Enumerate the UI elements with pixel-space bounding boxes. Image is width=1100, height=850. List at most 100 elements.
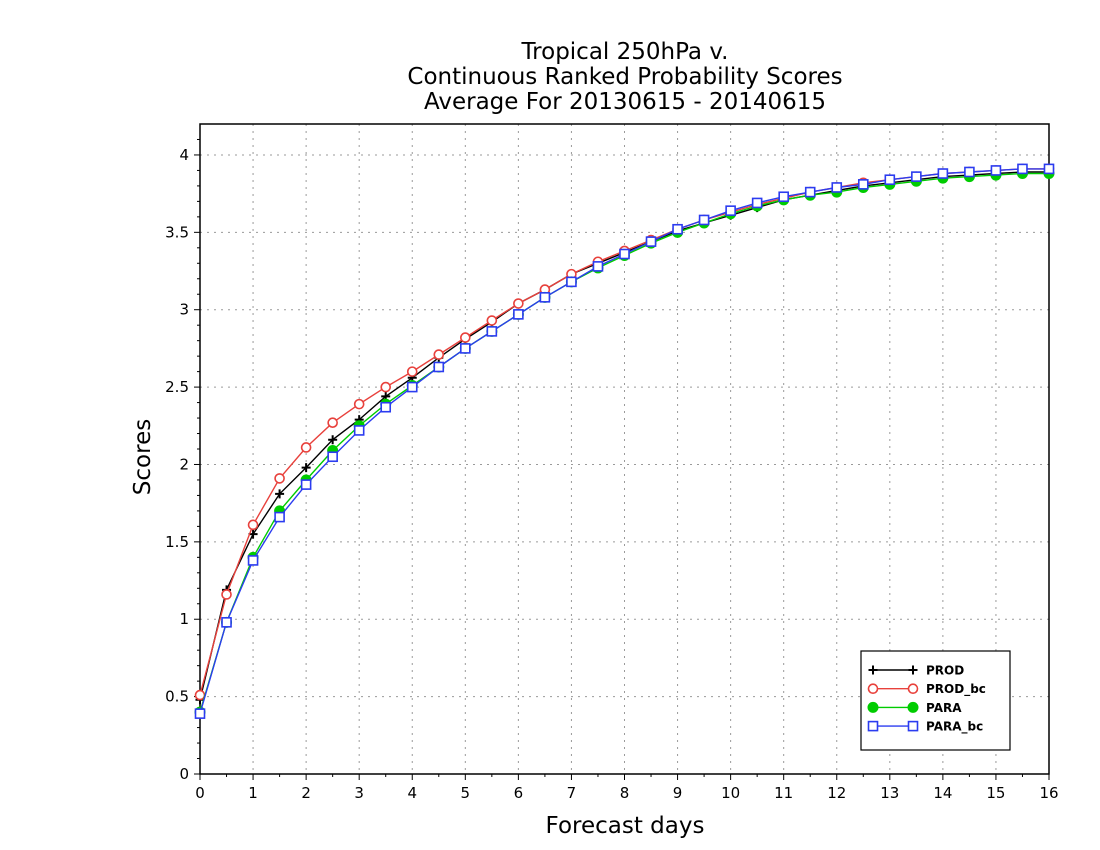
x-tick-label: 10 <box>721 784 740 802</box>
data-point <box>513 309 524 320</box>
legend-marker <box>867 720 879 732</box>
legend-entry-prod-bc: PROD_bc <box>867 682 986 697</box>
data-point <box>274 473 285 484</box>
data-point <box>433 361 445 373</box>
data-point <box>990 165 1002 176</box>
legend-marker <box>867 683 879 695</box>
y-tick-label: 0.5 <box>165 688 189 706</box>
legend-marker <box>907 683 919 695</box>
chart-title-line-2: Continuous Ranked Probability Scores <box>407 64 842 90</box>
data-point <box>328 435 338 445</box>
x-axis-label: Forecast days <box>546 813 705 839</box>
x-tick-label: 4 <box>407 784 417 802</box>
data-point <box>301 463 311 473</box>
data-point <box>964 166 975 178</box>
x-tick-label: 15 <box>986 784 1005 802</box>
data-point <box>275 489 285 499</box>
data-point <box>274 511 285 523</box>
data-point <box>804 186 816 198</box>
data-point <box>831 182 843 193</box>
legend-label: PROD <box>926 664 964 678</box>
data-point <box>672 223 683 235</box>
y-tick-label: 2 <box>179 455 189 473</box>
data-point <box>460 332 471 343</box>
legend-marker <box>868 665 878 675</box>
data-point <box>1017 163 1028 175</box>
grid-lines <box>200 124 1049 774</box>
data-point <box>619 248 630 260</box>
y-tick-label: 1.5 <box>165 533 189 551</box>
data-point <box>300 479 312 490</box>
data-point <box>327 417 338 428</box>
x-tick-label: 8 <box>620 784 630 802</box>
legend-marker <box>908 665 918 675</box>
data-point <box>194 708 206 719</box>
legend-marker <box>907 720 919 732</box>
data-point <box>645 236 657 247</box>
x-tick-label: 0 <box>195 784 205 802</box>
x-tick-label: 16 <box>1039 784 1058 802</box>
x-tick-label: 1 <box>248 784 258 802</box>
data-point <box>592 261 604 272</box>
legend-box <box>860 650 1011 751</box>
data-point <box>247 555 259 566</box>
data-point <box>566 276 577 288</box>
y-tick-label: 3.5 <box>165 223 189 241</box>
legend-marker <box>867 701 879 713</box>
y-tick-label: 2.5 <box>165 378 189 396</box>
y-tick-label: 4 <box>179 146 189 164</box>
data-point <box>353 398 365 410</box>
series-para-bc <box>194 163 1055 719</box>
data-point <box>406 366 418 377</box>
data-point <box>857 179 869 190</box>
x-tick-label: 5 <box>461 784 471 802</box>
data-point <box>751 197 763 209</box>
data-point <box>778 191 789 203</box>
legend-label: PROD_bc <box>926 682 986 697</box>
x-tick-label: 14 <box>933 784 952 802</box>
data-point <box>247 519 259 531</box>
legend-label: PARA <box>926 701 962 715</box>
data-point <box>353 425 365 436</box>
y-tick-label: 1 <box>179 610 189 628</box>
y-axis-label: Scores <box>130 419 156 495</box>
legend-label: PARA_bc <box>926 720 983 735</box>
x-tick-label: 2 <box>301 784 311 802</box>
data-point <box>406 381 418 393</box>
x-tick-label: 6 <box>514 784 524 802</box>
x-tick-label: 3 <box>354 784 364 802</box>
legend-marker <box>907 701 919 713</box>
data-point <box>194 689 206 701</box>
x-tick-label: 9 <box>673 784 683 802</box>
x-tick-label: 12 <box>827 784 846 802</box>
data-point <box>725 205 736 216</box>
legend-entry-para-bc: PARA_bc <box>867 720 983 735</box>
chart-title-line-3: Average For 20130615 - 20140615 <box>424 89 826 115</box>
axis-ticks: 0 1 2 3 4 5 6 7 8 9 10 11 12 13 14 15 1600.511.522.533.5… <box>165 138 1059 802</box>
data-point <box>1043 163 1055 175</box>
y-tick-label: 0 <box>179 765 189 783</box>
data-point <box>380 401 392 413</box>
x-tick-label: 7 <box>567 784 577 802</box>
data-point <box>433 349 445 360</box>
data-point <box>539 292 551 303</box>
data-point <box>380 381 392 393</box>
data-point <box>884 174 896 186</box>
data-point <box>327 451 338 463</box>
legend-entry-prod: PROD <box>868 664 964 678</box>
x-tick-label: 13 <box>880 784 899 802</box>
data-point <box>300 442 312 453</box>
data-point <box>911 171 922 182</box>
data-point <box>486 315 498 326</box>
data-point <box>460 343 471 354</box>
legend-entry-para: PARA <box>867 701 962 715</box>
y-tick-label: 3 <box>179 301 189 319</box>
data-point <box>221 617 232 628</box>
x-tick-label: 11 <box>774 784 793 802</box>
data-point <box>486 326 498 337</box>
data-point <box>221 589 232 600</box>
series-lines <box>194 163 1055 719</box>
legend: PROD PROD_bc PARA PARA_bc <box>860 650 1011 751</box>
data-point <box>513 298 524 309</box>
